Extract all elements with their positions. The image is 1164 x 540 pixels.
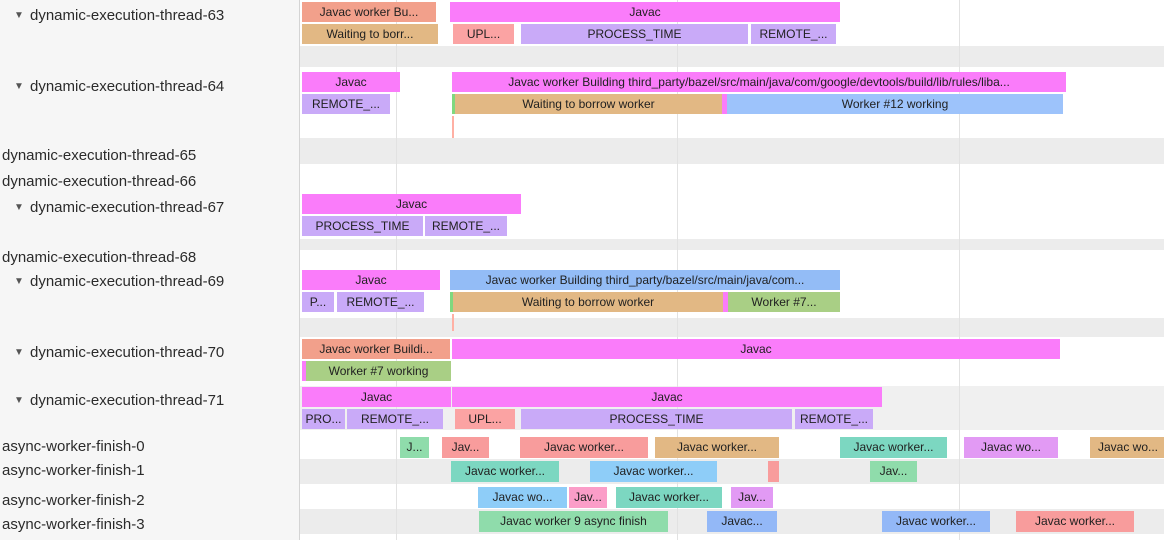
trace-slice[interactable] <box>302 361 308 381</box>
track-name[interactable]: dynamic-execution-thread-63 <box>30 7 225 24</box>
trace-slice[interactable]: P... <box>302 292 334 312</box>
row-shading-band <box>300 459 1164 484</box>
track-label: ▼ dynamic-execution-thread-64 <box>8 77 224 97</box>
event-tick-mark[interactable] <box>452 116 454 138</box>
event-tick-mark[interactable] <box>452 314 454 331</box>
trace-slice[interactable]: Javac worker Building third_party/bazel/… <box>450 270 840 290</box>
trace-slice[interactable]: REMOTE_... <box>795 409 873 429</box>
trace-slice[interactable]: PROCESS_TIME <box>302 216 423 236</box>
row-shading-band <box>300 318 1164 337</box>
trace-slice[interactable]: Javac worker... <box>590 461 717 482</box>
track-label: async-worker-finish-3 <box>2 515 145 535</box>
trace-slice[interactable] <box>723 292 729 312</box>
trace-slice[interactable]: Javac <box>452 387 882 407</box>
trace-slice[interactable]: Javac... <box>707 511 777 532</box>
trace-slice[interactable]: Javac worker... <box>520 437 648 458</box>
track-name[interactable]: dynamic-execution-thread-64 <box>30 78 225 95</box>
trace-slice[interactable]: Javac worker... <box>840 437 947 458</box>
expander-icon[interactable]: ▼ <box>14 395 24 406</box>
trace-slice[interactable]: Javac <box>452 339 1060 359</box>
track-label: async-worker-finish-0 <box>2 437 145 457</box>
expander-icon[interactable]: ▼ <box>14 347 24 358</box>
trace-slice[interactable]: Javac worker... <box>616 487 722 508</box>
trace-slice[interactable]: Javac wo... <box>1090 437 1164 458</box>
track-name[interactable]: dynamic-execution-thread-67 <box>30 199 225 216</box>
trace-slice[interactable]: PRO... <box>302 409 345 429</box>
trace-slice[interactable]: Javac worker... <box>1016 511 1134 532</box>
timeline[interactable]: Javac worker Bu... Javac Waiting to borr..… <box>300 0 1164 540</box>
trace-slice[interactable]: REMOTE_... <box>751 24 836 44</box>
track-name[interactable]: dynamic-execution-thread-65 <box>2 147 197 164</box>
track-name[interactable]: dynamic-execution-thread-68 <box>2 249 197 266</box>
trace-slice[interactable]: REMOTE_... <box>302 94 390 114</box>
trace-slice[interactable]: Javac <box>302 72 400 92</box>
expander-icon[interactable]: ▼ <box>14 10 24 21</box>
track-label: ▼ dynamic-execution-thread-67 <box>8 198 224 218</box>
trace-slice[interactable]: Javac worker... <box>882 511 990 532</box>
expander-icon[interactable]: ▼ <box>14 81 24 92</box>
track-name[interactable]: async-worker-finish-3 <box>2 516 145 533</box>
trace-slice[interactable]: Javac <box>302 194 521 214</box>
track-label: ▼ dynamic-execution-thread-63 <box>8 6 224 26</box>
trace-slice[interactable]: Javac worker... <box>451 461 559 482</box>
trace-slice[interactable]: Jav... <box>870 461 917 482</box>
track-label: dynamic-execution-thread-68 <box>2 248 196 268</box>
trace-slice[interactable]: J... <box>400 437 429 458</box>
trace-slice[interactable]: Javac <box>450 2 840 22</box>
expander-icon[interactable]: ▼ <box>14 202 24 213</box>
trace-slice[interactable]: Waiting to borrow worker <box>453 292 723 312</box>
trace-slice[interactable]: Javac wo... <box>478 487 567 508</box>
track-label: dynamic-execution-thread-65 <box>2 146 196 166</box>
trace-slice[interactable]: PROCESS_TIME <box>521 24 748 44</box>
trace-slice[interactable] <box>722 94 728 114</box>
trace-slice[interactable]: Javac <box>302 270 440 290</box>
trace-slice[interactable]: Javac worker Buildi... <box>302 339 450 359</box>
track-name[interactable]: dynamic-execution-thread-70 <box>30 344 225 361</box>
track-name[interactable]: async-worker-finish-0 <box>2 438 145 455</box>
track-sidebar: ▼ dynamic-execution-thread-63 ▼ dynamic-exe… <box>0 0 300 540</box>
trace-slice[interactable]: Javac worker Bu... <box>302 2 436 22</box>
trace-slice[interactable]: UPL... <box>453 24 514 44</box>
trace-slice[interactable]: Worker #7... <box>728 292 840 312</box>
trace-slice[interactable]: Javac worker 9 async finish <box>479 511 668 532</box>
trace-slice[interactable]: Javac worker... <box>655 437 779 458</box>
row-shading-band <box>300 46 1164 67</box>
track-label: ▼ dynamic-execution-thread-69 <box>8 272 224 292</box>
trace-slice[interactable]: Jav... <box>569 487 607 508</box>
trace-slice[interactable]: Waiting to borrow worker <box>455 94 722 114</box>
track-name[interactable]: dynamic-execution-thread-69 <box>30 273 225 290</box>
trace-slice[interactable]: Worker #7 working <box>306 361 451 381</box>
trace-slice[interactable]: REMOTE_... <box>347 409 443 429</box>
track-label: dynamic-execution-thread-66 <box>2 172 196 192</box>
row-shading-band <box>300 138 1164 164</box>
time-gridline <box>959 0 960 540</box>
trace-slice[interactable]: Javac <box>302 387 451 407</box>
track-name[interactable]: async-worker-finish-2 <box>2 492 145 509</box>
trace-slice[interactable]: REMOTE_... <box>337 292 424 312</box>
trace-slice[interactable]: PROCESS_TIME <box>521 409 792 429</box>
trace-slice[interactable] <box>768 461 779 482</box>
expander-icon[interactable]: ▼ <box>14 276 24 287</box>
trace-slice[interactable]: Javac wo... <box>964 437 1058 458</box>
trace-slice[interactable]: Waiting to borr... <box>302 24 438 44</box>
track-label: async-worker-finish-2 <box>2 491 145 511</box>
track-name[interactable]: dynamic-execution-thread-71 <box>30 392 225 409</box>
trace-slice[interactable]: REMOTE_... <box>425 216 507 236</box>
trace-slice[interactable]: UPL... <box>455 409 515 429</box>
trace-slice[interactable]: Worker #12 working <box>727 94 1063 114</box>
track-name[interactable]: async-worker-finish-1 <box>2 462 145 479</box>
trace-slice[interactable]: Javac worker Building third_party/bazel/… <box>452 72 1066 92</box>
track-label: ▼ dynamic-execution-thread-70 <box>8 343 224 363</box>
track-name[interactable]: dynamic-execution-thread-66 <box>2 173 197 190</box>
trace-slice[interactable]: Jav... <box>731 487 773 508</box>
row-shading-band <box>300 239 1164 250</box>
track-label: async-worker-finish-1 <box>2 461 145 481</box>
track-label: ▼ dynamic-execution-thread-71 <box>8 391 224 411</box>
trace-slice[interactable]: Jav... <box>442 437 489 458</box>
